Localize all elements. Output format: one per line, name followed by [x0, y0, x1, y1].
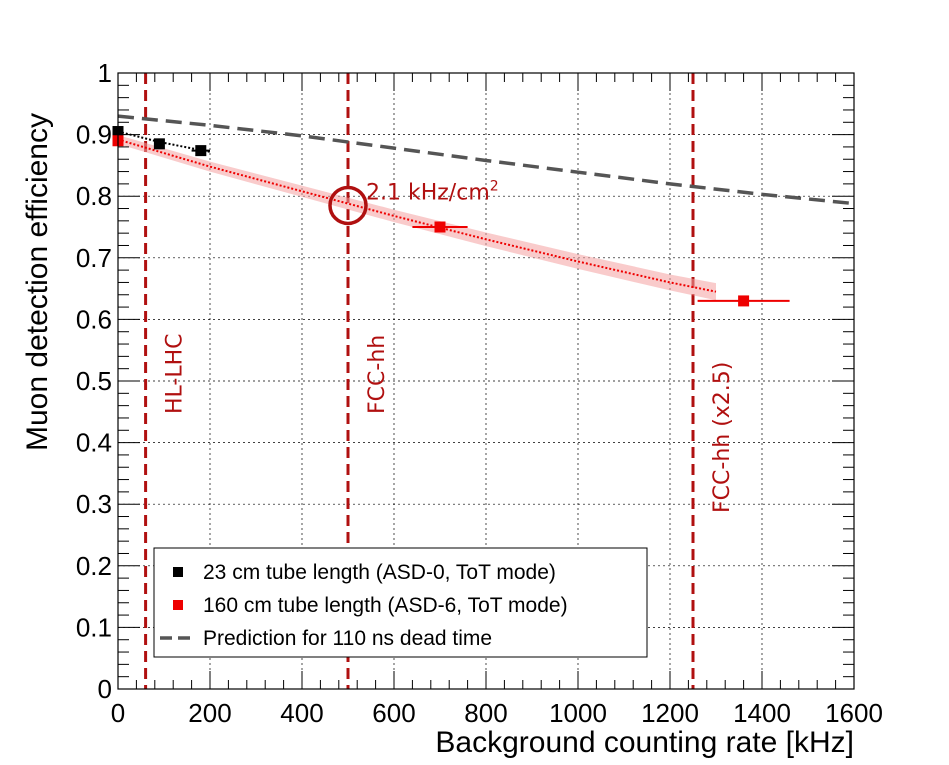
y-tick-label: 0.5	[76, 366, 112, 396]
y-tick-label: 0.7	[76, 243, 112, 273]
x-tick-label: 400	[280, 698, 323, 728]
x-tick-label: 200	[188, 698, 231, 728]
data-point	[738, 295, 750, 307]
axis-ticks	[117, 72, 855, 690]
y-tick-label: 0.9	[76, 120, 112, 150]
legend-marker	[173, 567, 183, 577]
y-tick-label: 0.3	[76, 489, 112, 519]
annotation: 2.1 kHz/cm2	[328, 178, 499, 226]
x-tick-label: 800	[464, 698, 507, 728]
y-tick-label: 0.8	[76, 181, 112, 211]
y-tick-label: 0	[98, 674, 112, 704]
vertical-line-label: FCC-hh (x2.5)	[710, 362, 735, 513]
annotation-text: 2.1 kHz/cm2	[366, 178, 499, 205]
data-point	[434, 221, 446, 233]
tick-labels: 0 200 400 600 800 1000 1200 1400 1600 0 0.1 0.2 0.3 0…	[76, 58, 883, 728]
y-tick-label: 0.6	[76, 304, 112, 334]
x-tick-label: 0	[111, 698, 125, 728]
legend-label: 23 cm tube length (ASD-0, ToT mode)	[203, 561, 556, 584]
prediction-curve	[117, 114, 855, 206]
x-tick-label: 1400	[733, 698, 791, 728]
vertical-line-label: FCC-hh	[365, 335, 390, 414]
y-tick-label: 0.2	[76, 551, 112, 581]
x-axis-title: Background counting rate [kHz]	[435, 726, 854, 759]
annotation-superscript: 2	[490, 178, 499, 194]
legend-label: 160 cm tube length (ASD-6, ToT mode)	[203, 594, 568, 617]
legend-marker	[173, 600, 183, 610]
x-tick-label: 1200	[641, 698, 699, 728]
legend-box	[153, 547, 648, 658]
x-tick-label: 1000	[549, 698, 607, 728]
data-point	[195, 145, 207, 157]
x-tick-label: 600	[372, 698, 415, 728]
data-point	[153, 138, 165, 150]
y-axis-title: Muon detection efficiency	[21, 113, 54, 451]
black-fit-line	[117, 130, 211, 153]
legend-label: Prediction for 110 ns dead time	[203, 627, 492, 650]
annotation-circle	[328, 185, 368, 226]
y-tick-label: 0.4	[76, 428, 112, 458]
vertical-reference-lines: HL-LHC FCC-hh FCC-hh (x2.5)	[144, 73, 735, 689]
y-tick-label: 1	[98, 58, 112, 88]
y-tick-label: 0.1	[76, 612, 112, 642]
x-tick-label: 1600	[825, 698, 883, 728]
vertical-line-label: HL-LHC	[163, 333, 188, 414]
legend: 23 cm tube length (ASD-0, ToT mode) 160 c…	[153, 547, 648, 658]
